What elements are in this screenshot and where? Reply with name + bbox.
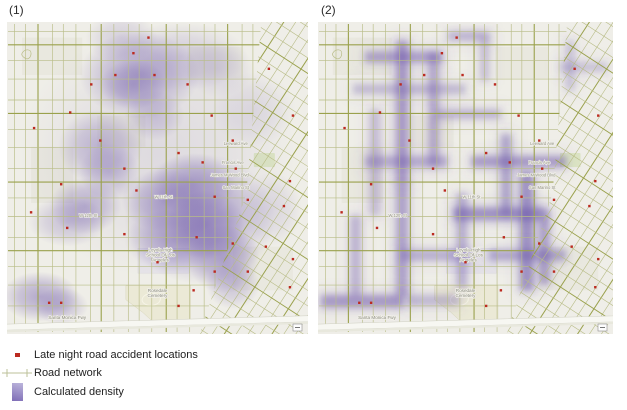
legend-item-accident-locations: Late night road accident locations [0,347,198,363]
freeway-band [7,314,308,333]
map-place-label: Rosedale Cemetery [148,288,169,298]
map-place-label: Loyola High School Of Los Angeles [454,247,484,262]
accident-points-layer [340,36,600,308]
street-name-label: W 12th St [79,213,98,218]
map-place-label: Santa Monica Fwy [358,315,396,320]
street-name-label: Leeward Ave [530,141,555,146]
red-point-marker-icon [14,353,20,357]
map1-canvas: Loyola High School Of Los Angeles Rosedale C… [7,22,308,334]
map-place-label: Loyola High School Of Los Angeles [146,247,176,262]
panel-2-label: (2) [321,3,336,17]
map2-canvas: Loyola High School Of Los Angeles Rosedale C… [318,22,613,334]
street-name-label: Francis Ave [222,160,244,165]
minimize-box-icon [597,323,608,332]
map-panel-planar-density: Loyola High School Of Los Angeles Rosedale C… [7,22,308,334]
map-panel-network-density: Loyola High School Of Los Angeles Rosedale C… [318,22,613,334]
legend-item-road-network: Road network [0,365,102,381]
minimize-box-icon [292,323,303,332]
street-name-label: San Marino St [529,185,556,190]
street-name-label: W 12th St [388,213,407,218]
street-name-label: W 11th St [154,194,173,199]
calculated-density-layer [7,22,302,325]
accident-points-layer [29,36,295,308]
street-name-label: Francis Ave [528,160,550,165]
purple-gradient-swatch-icon [11,383,23,401]
calculated-density-layer [318,27,611,312]
freeway-band [318,315,613,333]
legend-label-density: Calculated density [34,386,124,398]
map-place-label: Santa Monica Fwy [48,315,86,320]
legend-label-road-network: Road network [34,367,102,379]
panel-1-label: (1) [9,3,24,17]
street-name-label: Leeward Ave [224,141,249,146]
map-place-label: Rosedale Cemetery [456,288,477,298]
legend-item-calculated-density: Calculated density [0,382,124,402]
street-name-label: San Marino St [222,185,249,190]
street-name-label: James M Wood Blvd [517,172,556,177]
legend-label-accidents: Late night road accident locations [34,349,198,361]
street-name-label: James M Wood Blvd [211,172,250,177]
olive-cross-line-marker-icon [2,369,32,377]
street-name-label: W 11th St [462,194,481,199]
